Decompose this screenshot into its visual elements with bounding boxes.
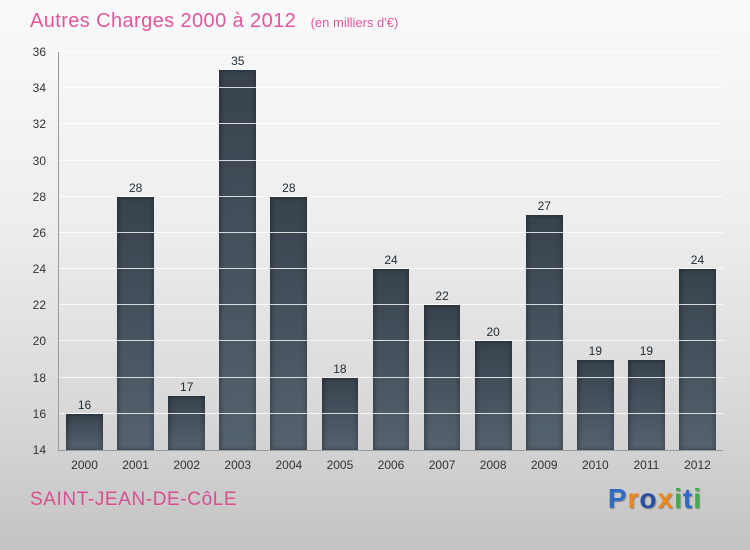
- bar-group: 27 2009: [519, 52, 570, 472]
- y-axis-tick-label: 24: [32, 262, 46, 277]
- bar: [423, 305, 461, 450]
- brand-letter: i: [693, 483, 702, 514]
- x-axis-tick-label: 2008: [479, 458, 507, 472]
- bar: [628, 359, 665, 450]
- chart-title: Autres Charges 2000 à 2012: [30, 10, 297, 32]
- x-axis-tick-label: 2006: [377, 458, 405, 472]
- x-axis-tick-label: 2009: [530, 458, 558, 472]
- bars-row: 16 2000 28 2001 17 2002 35 2003 28 2004 18 2005 24 20…: [59, 52, 723, 472]
- gridline: [59, 268, 723, 270]
- bar-group: 35 2003: [212, 52, 263, 472]
- x-axis-tick-label: 2002: [173, 458, 201, 472]
- bar-group: 17 2002: [161, 52, 212, 472]
- bar: [372, 269, 410, 450]
- bar-value-label: 27: [537, 198, 551, 213]
- bar: [168, 395, 206, 450]
- bar-value-label: 28: [282, 180, 296, 195]
- bar-group: 18 2005: [314, 52, 365, 472]
- gridline: [59, 51, 723, 52]
- bar: [576, 359, 614, 450]
- y-axis-tick-label: 34: [32, 81, 46, 96]
- x-axis-tick-label: 2010: [581, 458, 609, 472]
- y-axis-tick-label: 22: [32, 298, 46, 313]
- gridline: [59, 231, 723, 233]
- brand-letter: P: [607, 483, 628, 514]
- brand-letter: o: [639, 483, 658, 514]
- x-axis-tick-label: 2011: [633, 458, 660, 472]
- chart-header: Autres Charges 2000 à 2012 (en milliers …: [30, 10, 398, 33]
- brand-letter: i: [674, 483, 683, 514]
- gridline: [59, 412, 723, 414]
- bar-value-label: 24: [384, 253, 398, 268]
- bar: [117, 196, 154, 450]
- bar-value-label: 28: [128, 180, 143, 195]
- y-axis-tick-label: 26: [32, 225, 46, 240]
- bar-value-label: 18: [333, 361, 347, 376]
- y-axis-tick-label: 16: [32, 406, 46, 421]
- bar: [679, 269, 716, 450]
- bar-value-label: 19: [639, 343, 654, 358]
- bar: [525, 214, 563, 450]
- brand-logo: Proxiti: [608, 483, 702, 515]
- x-axis-tick-label: 2004: [275, 458, 303, 472]
- x-axis-tick-label: 2005: [326, 458, 354, 472]
- bar-group: 19 2011: [621, 52, 672, 472]
- x-axis-tick-label: 2003: [224, 458, 252, 472]
- gridline: [59, 340, 723, 342]
- plot-area: 16 2000 28 2001 17 2002 35 2003 28 2004 18 2005 24 20…: [58, 51, 723, 472]
- y-axis-tick-label: 28: [32, 189, 46, 204]
- bar-value-label: 22: [435, 289, 449, 304]
- x-axis-tick-label: 2000: [71, 458, 98, 472]
- brand-letter: r: [627, 483, 640, 514]
- gridline: [59, 159, 723, 161]
- x-axis-tick-label: 2001: [122, 458, 149, 472]
- bar: [474, 341, 512, 450]
- y-axis-tick-label: 20: [32, 334, 46, 349]
- y-axis-labels: 14 16 18 20 22 24 26 28 30 32 34 36: [0, 45, 56, 457]
- brand-letter: x: [657, 483, 675, 514]
- y-axis-tick-label: 14: [32, 443, 46, 457]
- bar-value-label: 17: [180, 379, 194, 394]
- bar-value-label: 20: [486, 325, 500, 340]
- bar-group: 19 2010: [570, 52, 621, 472]
- bar-group: 24 2012: [672, 52, 723, 472]
- brand-letter: t: [682, 483, 694, 514]
- bar-group: 24 2006: [365, 52, 416, 472]
- bar: [66, 413, 103, 450]
- y-axis-tick-label: 36: [32, 45, 46, 59]
- gridline: [59, 376, 723, 378]
- y-axis-tick-label: 18: [32, 370, 46, 385]
- bar-value-label: 19: [588, 343, 602, 358]
- y-axis-tick-label: 32: [32, 117, 46, 132]
- x-axis-tick-label: 2012: [684, 458, 711, 472]
- y-axis-tick-label: 30: [32, 153, 46, 168]
- gridline: [59, 123, 723, 125]
- bar-value-label: 35: [231, 54, 245, 69]
- bar-value-label: 24: [690, 253, 705, 268]
- bar-group: 28 2004: [263, 52, 314, 472]
- bar-group: 20 2008: [468, 52, 519, 472]
- gridline: [59, 195, 723, 197]
- bar: [219, 70, 257, 450]
- chart-subtitle: (en milliers d'€): [310, 15, 399, 30]
- location-label: SAINT-JEAN-DE-CôLE: [30, 489, 238, 510]
- x-axis-tick-label: 2007: [428, 458, 456, 472]
- bar: [270, 196, 308, 450]
- gridline: [59, 87, 723, 89]
- gridline: [59, 304, 723, 306]
- bar-group: 22 2007: [417, 52, 468, 472]
- bar-value-label: 16: [77, 397, 92, 412]
- bar-group: 16 2000: [59, 52, 110, 472]
- bar-group: 28 2001: [110, 52, 161, 472]
